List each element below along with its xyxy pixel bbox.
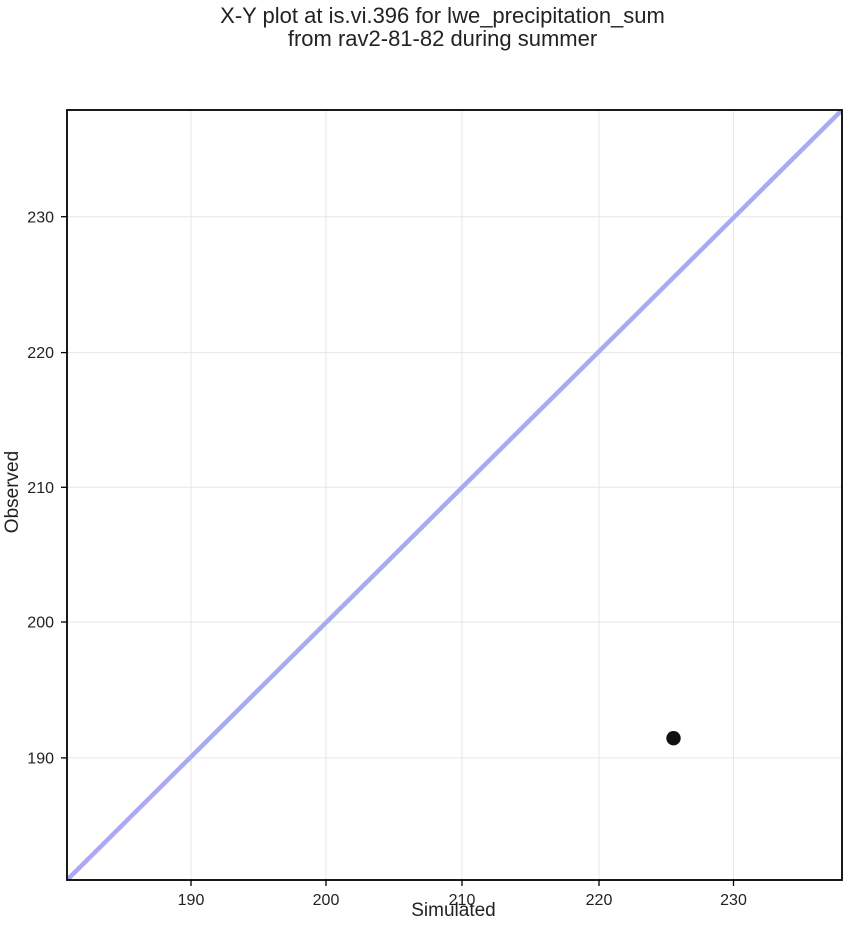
- svg-text:200: 200: [313, 892, 340, 909]
- svg-text:210: 210: [27, 480, 54, 497]
- svg-text:230: 230: [27, 209, 54, 226]
- svg-text:Observed: Observed: [2, 451, 23, 533]
- svg-text:190: 190: [27, 751, 54, 768]
- svg-text:220: 220: [27, 345, 54, 362]
- svg-text:190: 190: [178, 892, 205, 909]
- svg-text:200: 200: [27, 615, 54, 632]
- svg-text:210: 210: [449, 892, 476, 909]
- svg-text:230: 230: [720, 892, 747, 909]
- svg-text:220: 220: [586, 892, 613, 909]
